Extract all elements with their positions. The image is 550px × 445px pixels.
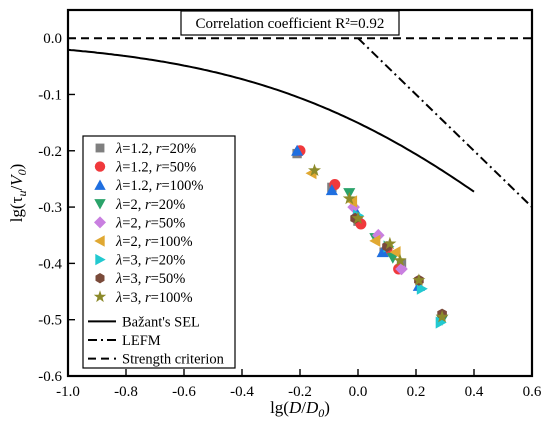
legend-label: λ=2, r=50% xyxy=(115,215,185,231)
x-axis-label: lg(D/D0) xyxy=(270,398,330,420)
legend-label: λ=2, r=100% xyxy=(115,234,193,250)
annotation-box: Correlation coefficient R²=0.92 xyxy=(180,10,400,36)
x-tick-label: 0.4 xyxy=(465,384,484,400)
y-tick-label: -0.6 xyxy=(38,369,62,385)
x-tick-label: 0.0 xyxy=(349,384,368,400)
legend-triangle-up-icon xyxy=(94,179,106,190)
correlation-annotation: Correlation coefficient R²=0.92 xyxy=(196,16,385,32)
star-marker xyxy=(351,211,365,224)
triangle-up-marker xyxy=(291,144,304,156)
legend-triangle-left-icon xyxy=(94,235,105,247)
legend-circle-icon xyxy=(94,161,106,172)
legend: λ=1.2, r=20% λ=1.2, r=50% λ=1.2, r=100% λ=2… xyxy=(82,135,236,369)
legend-label: λ=2, r=20% xyxy=(115,197,185,213)
legend-square-icon xyxy=(95,143,105,153)
y-tick-label: -0.2 xyxy=(38,144,62,160)
triangle-right-marker xyxy=(435,316,447,329)
legend-label: Strength criterion xyxy=(122,352,225,368)
y-tick-label: -0.5 xyxy=(38,313,62,329)
legend-label: LEFM xyxy=(122,333,161,349)
diamond-marker xyxy=(395,262,408,276)
x-axis: -1.0 -0.8 -0.6 -0.4 -0.2 0.0 0.2 0.4 0.6 xyxy=(56,369,542,400)
legend-label: λ=1.2, r=100% xyxy=(115,178,204,194)
y-tick-label: -0.1 xyxy=(38,87,62,103)
y-tick-label: -0.3 xyxy=(38,200,62,216)
lefm-line xyxy=(357,37,533,208)
x-tick-label: -0.4 xyxy=(230,384,254,400)
star-marker xyxy=(308,163,321,176)
diamond-marker xyxy=(347,200,360,214)
star-marker xyxy=(383,236,397,250)
diamond-marker xyxy=(372,228,385,242)
legend-label: λ=3, r=50% xyxy=(115,271,185,287)
legend-hexagon-icon xyxy=(95,273,105,284)
star-marker xyxy=(342,191,356,205)
triangle-left-marker xyxy=(389,246,401,259)
y-axis-label: lg(τu/V0) xyxy=(7,164,29,223)
triangle-up-marker xyxy=(376,246,389,258)
x-tick-label: -0.2 xyxy=(288,384,312,400)
y-tick-label: 0.0 xyxy=(43,31,62,47)
legend-star-icon xyxy=(93,290,107,303)
x-tick-label: -0.6 xyxy=(172,384,196,400)
x-tick-label: -1.0 xyxy=(56,384,80,400)
legend-triangle-down-icon xyxy=(94,199,106,210)
legend-label: λ=1.2, r=50% xyxy=(115,160,196,176)
star-marker xyxy=(393,253,407,267)
data-markers xyxy=(291,144,449,329)
y-tick-label: -0.4 xyxy=(38,256,62,272)
y-axis: 0.0 -0.1 -0.2 -0.3 -0.4 -0.5 -0.6 xyxy=(38,31,75,385)
legend-box xyxy=(82,135,236,369)
legend-label: Bažant's SEL xyxy=(122,314,200,330)
x-tick-label: 0.6 xyxy=(523,384,542,400)
legend-triangle-right-icon xyxy=(95,253,106,266)
legend-diamond-icon xyxy=(94,216,106,229)
star-marker xyxy=(412,273,426,286)
x-tick-label: 0.2 xyxy=(407,384,426,400)
star-marker xyxy=(435,310,449,323)
plot-layer xyxy=(67,37,533,208)
triangle-up-marker xyxy=(325,184,338,196)
triangle-left-marker xyxy=(369,234,381,247)
legend-label: λ=1.2, r=20% xyxy=(115,141,196,157)
ba-ant-s-sel-line xyxy=(67,48,475,193)
legend-label: λ=3, r=20% xyxy=(115,253,185,269)
x-tick-label: -0.8 xyxy=(114,384,138,400)
legend-label: λ=3, r=100% xyxy=(115,290,193,306)
triangle-right-marker xyxy=(416,282,428,295)
